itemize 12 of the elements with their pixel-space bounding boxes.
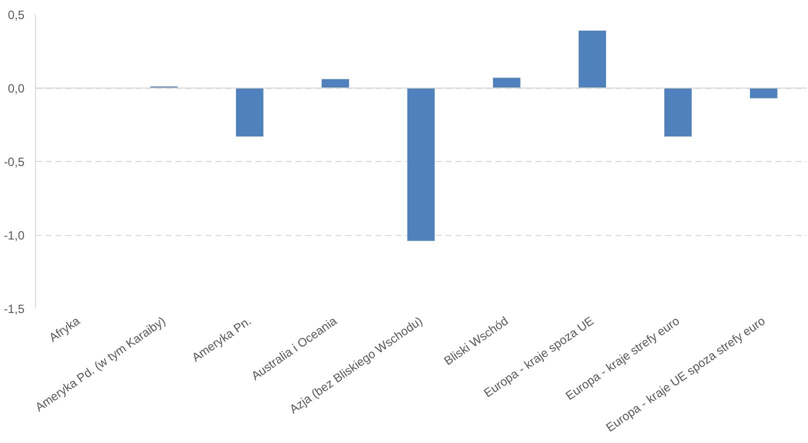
bar — [664, 88, 692, 137]
y-tick-label: -1,5 — [4, 302, 25, 316]
bar — [492, 78, 520, 88]
bar — [407, 88, 435, 241]
bar — [578, 30, 606, 88]
y-tick-label: 0,0 — [8, 82, 25, 96]
bar — [236, 88, 264, 137]
bar — [322, 79, 350, 88]
y-tick-label: -1,0 — [4, 228, 25, 242]
y-tick-label: 0,5 — [8, 8, 25, 22]
y-tick-label: -0,5 — [4, 155, 25, 169]
bar — [750, 88, 778, 98]
